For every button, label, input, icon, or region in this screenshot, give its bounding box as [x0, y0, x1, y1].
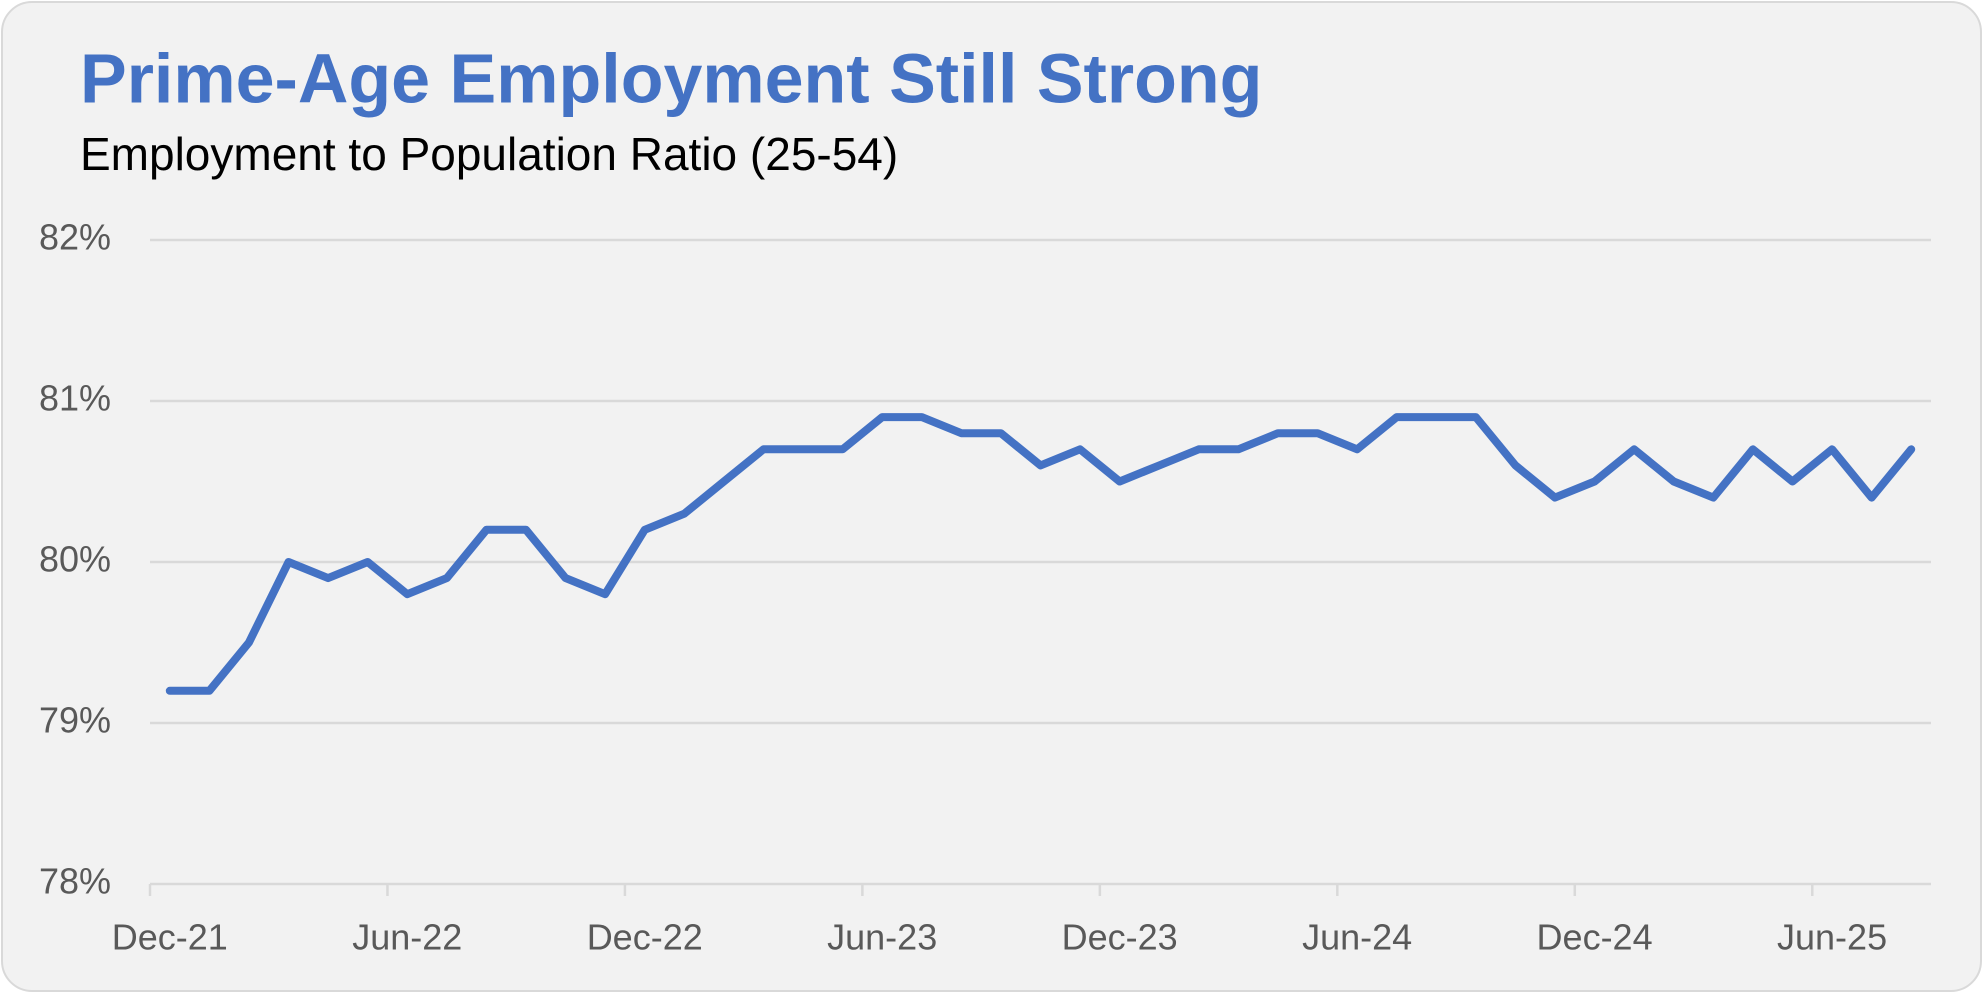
y-tick-label: 78%	[39, 861, 111, 902]
x-tick-label: Dec-21	[112, 917, 228, 958]
x-tick-label: Jun-23	[827, 917, 937, 958]
y-tick-label: 80%	[39, 539, 111, 580]
x-tick-label: Jun-22	[352, 917, 462, 958]
y-tick-label: 81%	[39, 378, 111, 419]
x-tick-label: Dec-23	[1062, 917, 1178, 958]
chart-title: Prime-Age Employment Still Strong	[80, 39, 1262, 117]
x-tick-label: Jun-25	[1777, 917, 1887, 958]
chart-subtitle: Employment to Population Ratio (25-54)	[80, 128, 898, 180]
series-line	[165, 413, 1916, 695]
x-tick-label: Dec-24	[1537, 917, 1653, 958]
x-tick-label: Dec-22	[587, 917, 703, 958]
y-tick-label: 79%	[39, 700, 111, 741]
x-tick-label: Jun-24	[1302, 917, 1412, 958]
y-tick-label: 82%	[39, 217, 111, 258]
